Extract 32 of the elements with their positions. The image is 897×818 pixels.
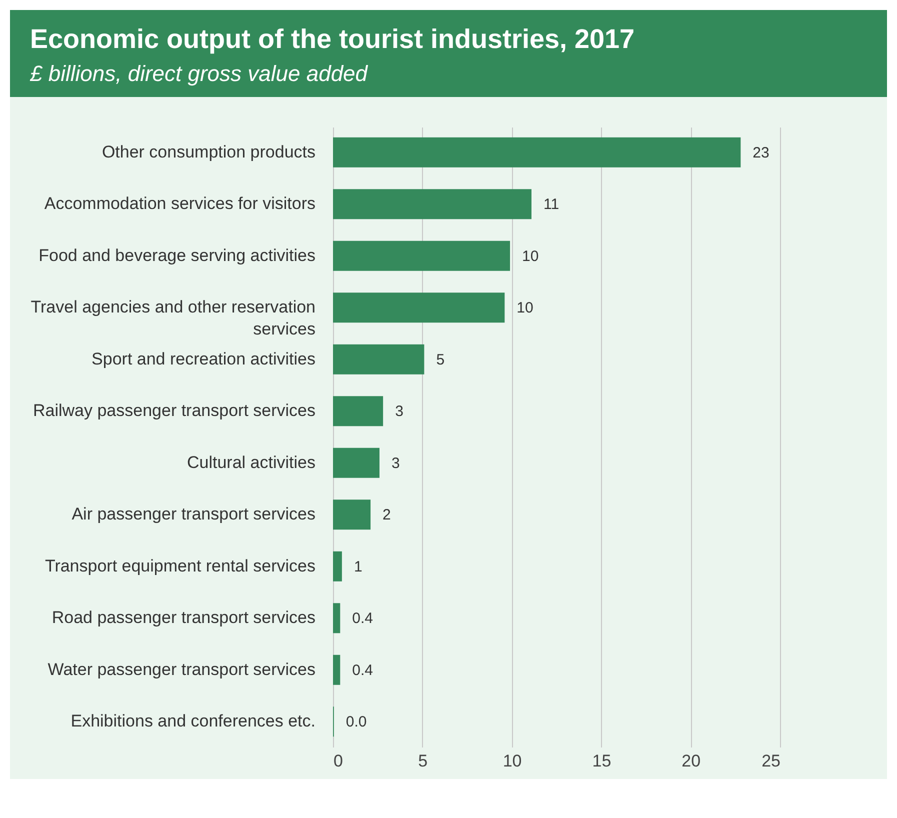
x-tick-label: 25 [762, 752, 780, 770]
y-tick-label: Exhibitions and conferences etc. [70, 712, 316, 731]
x-tick-label: 10 [502, 752, 522, 770]
chart-title: Economic output of the tourist industries, 2017 [30, 24, 636, 55]
y-tick-label: Transport equipment rental services [44, 556, 316, 576]
data-label: 1 [354, 558, 362, 576]
data-label: 3 [395, 403, 404, 420]
y-tick-label: Cultural activities [187, 452, 316, 472]
data-label: 10 [522, 248, 539, 265]
x-tick-label: 0 [334, 752, 343, 770]
data-label: 0.4 [352, 662, 374, 679]
data-label: 0.4 [352, 610, 374, 628]
y-tick-label: Accommodation services for visitors [44, 194, 316, 214]
chart-subtitle: £ billions, direct gross value added [30, 61, 369, 87]
y-tick-label: Sport and recreation activities [92, 349, 316, 368]
data-label: 0.0 [346, 714, 367, 731]
data-label: 5 [436, 351, 445, 368]
y-tick-label: Road passenger transport services [52, 608, 316, 628]
data-label: 10 [516, 300, 534, 317]
y-tick-label: Water passenger transport services [48, 660, 316, 679]
x-tick-label: 15 [592, 752, 612, 770]
y-tick-label: Travel agencies and other reservation services [30, 298, 316, 339]
y-tick-label: Air passenger transport services [72, 504, 316, 524]
y-tick-label: Railway passenger transport services [32, 401, 316, 420]
x-tick-label: 20 [682, 752, 701, 770]
data-label: 3 [391, 454, 400, 472]
y-tick-label: Other consumption products [102, 142, 316, 162]
x-tick-label: 5 [418, 752, 428, 770]
y-tick-label: Food and beverage serving activities [38, 246, 316, 265]
data-label: 2 [382, 506, 391, 524]
data-label: 11 [543, 196, 560, 214]
data-label: 23 [752, 144, 770, 162]
